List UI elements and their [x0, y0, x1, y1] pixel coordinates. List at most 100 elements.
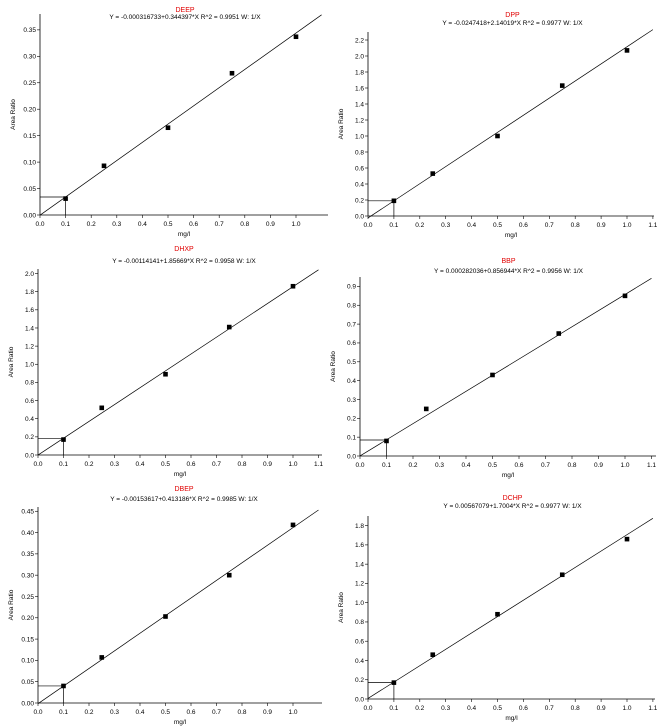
x-tick-label: 0.8: [237, 709, 246, 716]
data-point: [63, 196, 68, 201]
x-tick-label: 0.3: [441, 705, 450, 712]
x-tick-label: 0.0: [35, 221, 44, 228]
x-tick-label: 0.2: [87, 221, 96, 228]
x-tick-label: 0.5: [163, 221, 172, 228]
y-tick-label: 1.2: [25, 343, 34, 350]
y-tick-label: 1.2: [355, 117, 364, 124]
calibration-panel-dhxp: DHXP Y = -0.00114141+1.85669*X R^2 = 0.99…: [0, 245, 330, 485]
data-point: [622, 293, 628, 299]
data-point: [391, 680, 397, 685]
chart-title: DPP: [505, 12, 520, 19]
data-point: [226, 572, 232, 578]
x-axis-label: mg/l: [178, 231, 191, 238]
x-tick-label: 0.5: [161, 461, 170, 468]
y-tick-label: 0.10: [21, 658, 34, 665]
y-tick-label: 0.9: [347, 284, 356, 291]
x-tick-label: 0.4: [467, 222, 476, 229]
y-tick-label: 0.10: [23, 159, 36, 166]
data-point: [384, 438, 389, 444]
x-tick-label: 0.1: [382, 462, 391, 469]
y-axis-label: Area Ratio: [338, 592, 345, 623]
y-tick-label: 1.8: [25, 289, 34, 296]
y-tick-label: 1.8: [355, 523, 364, 530]
x-tick-label: 0.0: [33, 709, 42, 716]
y-tick-label: 0.6: [355, 165, 364, 172]
y-axis-label: Area Ratio: [8, 346, 15, 377]
y-tick-label: 0.0: [355, 696, 364, 703]
data-point: [423, 406, 429, 412]
x-tick-label: 0.8: [571, 705, 580, 712]
x-tick-label: 0.9: [597, 705, 606, 712]
y-tick-label: 0.7: [347, 321, 356, 328]
y-tick-label: 1.0: [355, 133, 364, 140]
x-tick-label: 1.0: [622, 222, 631, 229]
x-tick-label: 0.3: [110, 709, 119, 716]
x-tick-label: 0.4: [135, 461, 144, 468]
x-tick-label: 0.3: [435, 462, 444, 469]
x-tick-label: 0.5: [493, 705, 502, 712]
y-axis-label: Area Ratio: [8, 589, 15, 620]
y-tick-label: 0.2: [355, 677, 364, 684]
data-point: [391, 198, 397, 204]
data-point: [99, 655, 105, 660]
regression-line: [39, 14, 322, 216]
x-tick-label: 0.2: [415, 222, 424, 229]
x-tick-label: 0.0: [363, 222, 372, 229]
x-tick-label: 0.8: [571, 222, 580, 229]
regression-line: [367, 518, 654, 699]
y-tick-label: 0.4: [355, 658, 364, 665]
y-tick-label: 2.0: [25, 271, 34, 278]
regression-equation: Y = -0.00114141+1.85669*X R^2 = 0.9958 W…: [112, 258, 256, 265]
y-axis-label: Area Ratio: [10, 99, 17, 130]
x-tick-label: 0.6: [186, 461, 195, 468]
regression-line: [359, 278, 652, 457]
x-tick-label: 0.9: [263, 461, 272, 468]
y-tick-label: 0.6: [25, 398, 34, 405]
x-tick-label: 1.1: [647, 462, 656, 469]
x-tick-label: 0.4: [467, 705, 476, 712]
x-tick-label: 0.9: [266, 221, 275, 228]
data-point: [624, 536, 630, 542]
regression-line: [37, 509, 319, 704]
x-tick-label: 1.1: [314, 461, 323, 468]
y-tick-label: 0.2: [355, 197, 364, 204]
x-tick-label: 0.2: [84, 709, 93, 716]
data-point: [290, 522, 296, 528]
y-tick-label: 0.35: [21, 551, 34, 558]
x-tick-label: 0.1: [59, 709, 68, 716]
y-tick-label: 0.8: [347, 303, 356, 310]
y-tick-label: 1.4: [355, 101, 364, 108]
y-tick-label: 0.0: [25, 452, 34, 459]
y-tick-label: 0.00: [23, 212, 36, 219]
y-tick-label: 0.40: [21, 530, 34, 537]
y-tick-label: 1.8: [355, 69, 364, 76]
x-tick-label: 0.0: [355, 462, 364, 469]
y-tick-label: 0.2: [347, 416, 356, 423]
x-tick-label: 0.0: [33, 461, 42, 468]
data-point: [290, 283, 296, 289]
regression-equation: Y = 0.00567079+1.7004*X R^2 = 0.9977 W: …: [443, 503, 582, 510]
x-axis-label: mg/l: [505, 715, 518, 722]
calibration-panel-dpp: DPP Y = -0.0247418+2.14019*X R^2 = 0.9977…: [330, 0, 657, 240]
y-tick-label: 0.35: [23, 27, 36, 34]
calibration-panel-bbp: BBP Y = 0.000282036+0.856944*X R^2 = 0.99…: [330, 245, 657, 485]
y-tick-label: 0.8: [355, 149, 364, 156]
data-point: [229, 70, 235, 76]
x-tick-label: 0.3: [110, 461, 119, 468]
x-tick-label: 0.2: [408, 462, 417, 469]
calibration-panel-dchp: DCHP Y = 0.00567079+1.7004*X R^2 = 0.9977…: [330, 485, 657, 728]
x-tick-label: 0.9: [597, 222, 606, 229]
y-tick-label: 1.6: [355, 85, 364, 92]
data-point: [163, 614, 168, 619]
chart-svg: 0.0 0.1 0.2 0.3 0.4 0.5 0.6 0.7 0.8 0.9 1.0 1.1 0.0 0…: [8, 269, 323, 478]
y-tick-label: 0.4: [347, 378, 356, 385]
x-tick-label: 0.4: [135, 709, 144, 716]
regression-line: [37, 269, 319, 456]
x-tick-label: 1.1: [648, 705, 657, 712]
y-tick-label: 1.4: [355, 561, 364, 568]
x-tick-label: 0.9: [263, 709, 272, 716]
x-tick-label: 0.6: [189, 221, 198, 228]
regression-equation: Y = -0.0247418+2.14019*X R^2 = 0.9977 W:…: [442, 20, 583, 27]
x-axis-label: mg/l: [174, 719, 187, 726]
